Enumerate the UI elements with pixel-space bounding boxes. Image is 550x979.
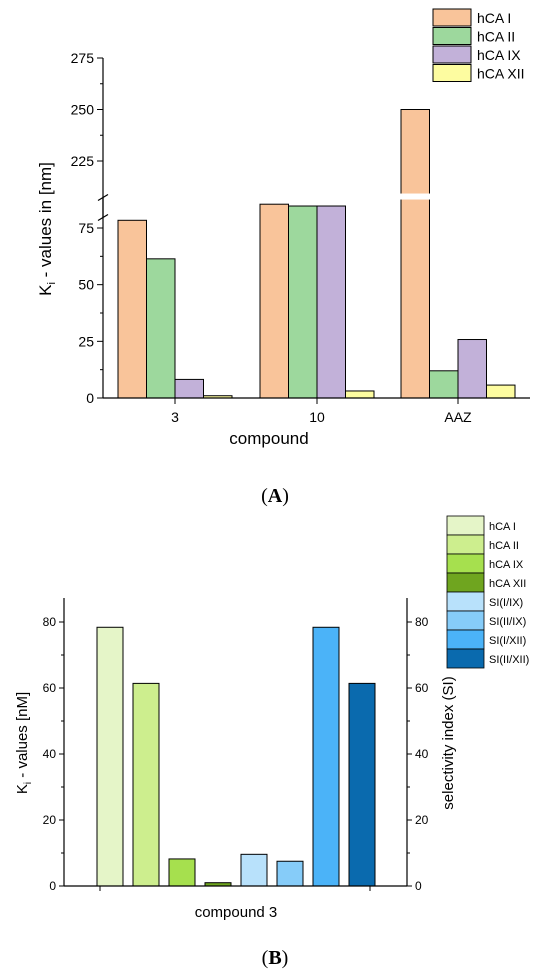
panel-a-axes: 3 10 AAZ 0 25 50 75 225 250 275: [71, 50, 530, 425]
panel-a-bar: [429, 370, 459, 399]
panel-a-x-axis-label: compound: [229, 429, 308, 448]
panel-b: 0 0 20 20 40 40 60 60 80 80 compound 3 Ki - value…: [14, 515, 529, 969]
panel-a-legend-label: hCA I: [477, 10, 511, 26]
panel-b-legend-label: hCA I: [489, 521, 516, 533]
panel-a-bar: [345, 390, 375, 399]
panel-a-legend-swatch: [432, 45, 472, 64]
panel-b-bar: [312, 626, 340, 887]
panel-b-legend-swatch: [446, 648, 485, 669]
panel-a-legend-swatch: [432, 27, 472, 45]
panel-a-y-tick-label: 250: [71, 102, 95, 118]
panel-a-bar: [486, 384, 516, 399]
panel-b-legend-label: hCA XII: [489, 578, 526, 590]
panel-a-bar: [400, 109, 430, 399]
panel-b-legend-label: SI(II/IX): [489, 616, 526, 628]
panel-a-bar: [117, 219, 147, 399]
panel-b-y-axis-label: Ki - values [nM]: [14, 692, 34, 794]
panel-a-y-tick-label: 225: [71, 153, 95, 169]
panel-b-y2-axis-label: selectivity index (SI): [440, 676, 457, 809]
panel-b-legend-label: SI(II/XII): [489, 654, 529, 666]
panel-a-axis-break-mark: [97, 213, 109, 222]
panel-b-bar: [96, 626, 124, 887]
panel-b-x-axis-label: compound 3: [195, 904, 278, 921]
panel-b-legend-label: hCA IX: [489, 559, 524, 571]
panel-b-y-tick-label: 60: [43, 681, 57, 695]
panel-a-legend-label: hCA II: [477, 29, 515, 45]
panel-a-x-tick-label: 10: [309, 409, 325, 425]
panel-b-y-tick-label: 20: [43, 813, 57, 827]
panel-b-legend-swatch: [446, 534, 485, 555]
panel-a-caption: (A): [261, 485, 289, 507]
panel-a-bar-break-gap: [400, 193, 430, 200]
panel-a-y-tick-label: 75: [78, 220, 94, 236]
panel-a-y-tick-label: 50: [78, 277, 94, 293]
panel-b-bar: [348, 682, 376, 887]
panel-b-y2-tick-label: 60: [415, 681, 429, 695]
panel-b-y2-tick-label: 40: [415, 747, 429, 761]
panel-a-legend-label: hCA XII: [477, 66, 524, 82]
panel-b-legend-swatch: [446, 591, 485, 612]
panel-a-bar: [174, 378, 204, 399]
panel-b-axes: 0 0 20 20 40 40 60 60 80 80: [43, 598, 429, 893]
panel-b-y2-tick-label: 0: [415, 879, 422, 893]
panel-a-bar: [457, 339, 487, 399]
panel-a-y-tick-label: 275: [71, 50, 95, 66]
panel-a-bars: [117, 109, 516, 399]
panel-b-y-tick-label: 40: [43, 747, 57, 761]
panel-a-axis-break-mark: [97, 194, 109, 202]
panel-b-legend-swatch: [446, 572, 485, 593]
panel-a-legend: hCA I hCA II hCA IX hCA XII: [432, 8, 524, 82]
panel-b-legend-label: SI(I/IX): [489, 597, 523, 609]
panel-a-legend-swatch: [432, 64, 472, 82]
panel-b-legend-swatch: [446, 629, 485, 650]
panel-b-legend-swatch: [446, 515, 485, 536]
panel-a-legend-label: hCA IX: [477, 47, 521, 63]
panel-b-bar: [132, 682, 160, 887]
panel-b-legend-swatch: [446, 553, 485, 574]
panel-b-y-tick-label: 80: [43, 615, 57, 629]
panel-a-y-tick-label: 25: [78, 333, 94, 349]
panel-a-legend-swatch: [432, 8, 472, 27]
panel-b-legend-label: hCA II: [489, 540, 519, 552]
panel-a-bar: [259, 203, 289, 399]
panel-b-y2-tick-label: 80: [415, 615, 429, 629]
panel-b-y2-tick-label: 20: [415, 813, 429, 827]
panel-b-legend: hCA I hCA II hCA IX hCA XII SI(I/IX) SI(II/IX…: [446, 515, 529, 669]
panel-b-y-tick-label: 0: [49, 879, 56, 893]
panel-a: 3 10 AAZ 0 25 50 75 225 250 275 compound Ki - val…: [36, 8, 530, 507]
panel-a-bar: [288, 205, 318, 399]
panel-a-bar: [146, 258, 176, 399]
panel-a-bar: [316, 205, 346, 399]
panel-b-caption: (B): [262, 947, 289, 969]
panel-a-y-axis-label: Ki - values in [nm]: [36, 162, 58, 296]
panel-b-bar: [168, 858, 196, 887]
panel-b-legend-swatch: [446, 610, 485, 631]
panel-b-bar: [276, 860, 304, 887]
panel-a-x-tick-label: AAZ: [444, 409, 472, 425]
panel-b-bars: [96, 626, 376, 887]
panel-a-x-tick-label: 3: [171, 409, 179, 425]
panel-b-legend-label: SI(I/XII): [489, 635, 526, 647]
panel-b-bar: [240, 853, 268, 887]
panel-a-y-tick-label: 0: [86, 390, 94, 406]
